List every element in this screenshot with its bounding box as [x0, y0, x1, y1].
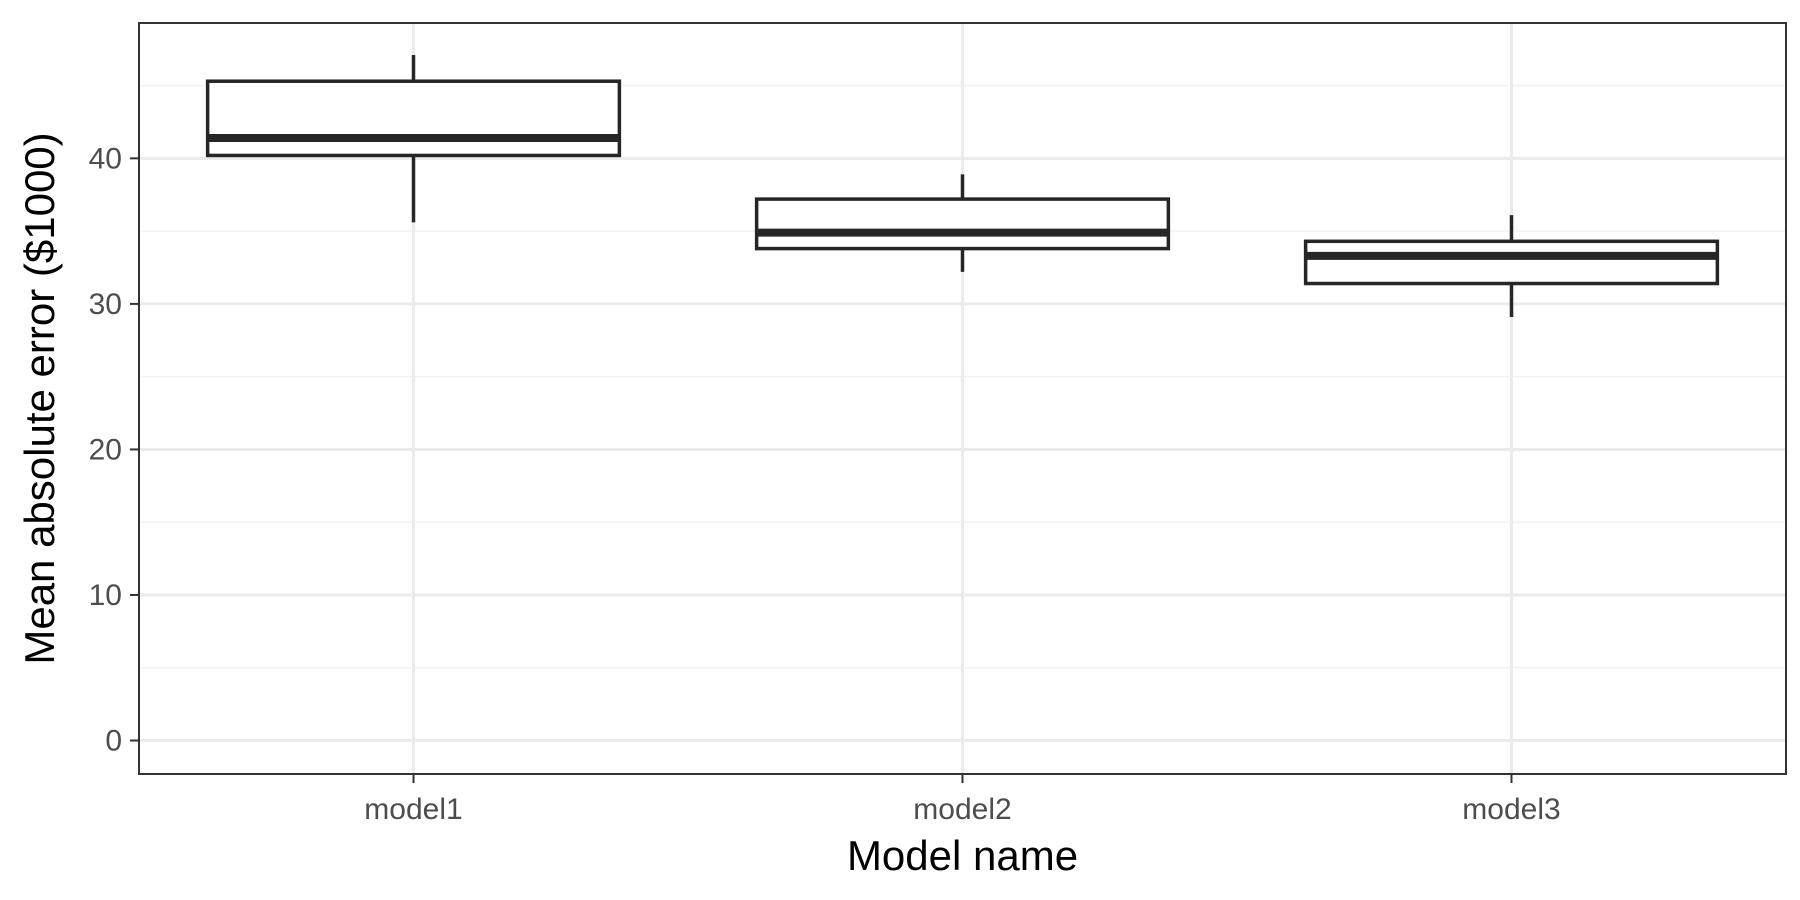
x-tick-label: model3 [1462, 793, 1560, 826]
x-axis-title: Model name [847, 832, 1078, 879]
y-tick-label: 40 [89, 142, 122, 175]
y-tick-label: 30 [89, 288, 122, 321]
y-tick-label: 20 [89, 433, 122, 466]
x-tick-label: model1 [364, 793, 462, 826]
x-tick-label: model2 [913, 793, 1011, 826]
y-tick-label: 10 [89, 579, 122, 612]
y-tick-label: 0 [105, 725, 122, 758]
box-iqr [754, 197, 1171, 251]
y-axis-title: Mean absolute error ($1000) [16, 132, 63, 664]
axes-layer: 0 10 20 30 40 model1 model2 model3 [89, 142, 1561, 826]
box-model2 [754, 174, 1171, 272]
box-iqr [205, 79, 622, 158]
boxes-layer [205, 55, 1720, 317]
box-model3 [1303, 215, 1720, 317]
box-iqr [1303, 239, 1720, 286]
box-model1 [205, 55, 622, 223]
